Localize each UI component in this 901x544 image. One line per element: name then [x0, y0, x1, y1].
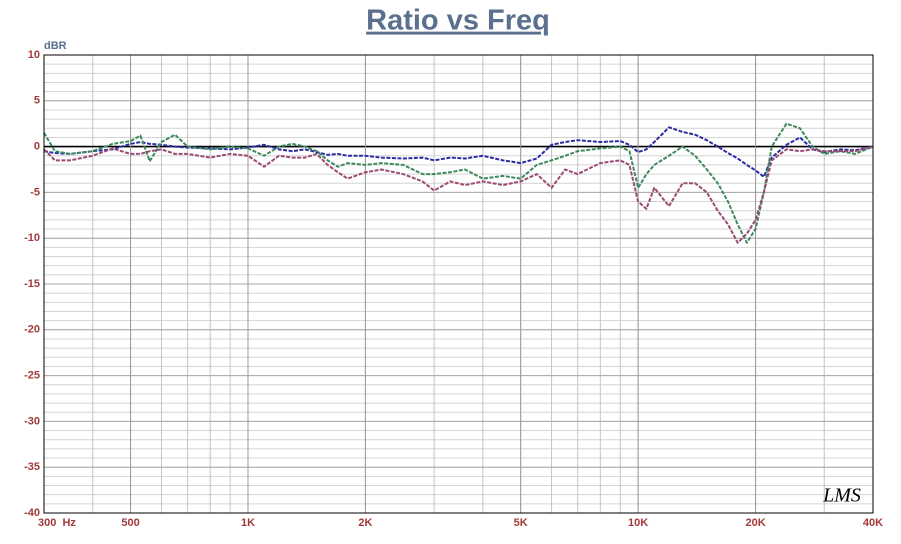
x-tick-label: 1K: [241, 517, 255, 529]
labels: -40 -35 -30 -25 -20 -15 -10 -5 0 5 10 300 Hz 500 1K 2K…: [24, 49, 883, 529]
x-tick-label: 2K: [358, 517, 372, 529]
plot-frame: [43, 54, 874, 514]
series-line: [43, 145, 874, 244]
y-tick-label: -35: [24, 461, 40, 473]
x-tick-label: 10K: [628, 517, 648, 529]
series-line: [43, 122, 874, 244]
y-tick-label: -20: [24, 324, 40, 336]
lines: [43, 122, 874, 244]
y-tick-label: 0: [34, 141, 40, 153]
y-tick-label: 10: [28, 49, 40, 61]
series-line: [43, 126, 874, 178]
y-tick-label: -30: [24, 415, 40, 427]
x-tick-label: 20K: [745, 517, 765, 529]
y-unit-label: dBR: [44, 40, 67, 52]
chart-title: Ratio vs Freq: [366, 5, 550, 37]
x-tick-label: 500: [121, 517, 139, 529]
x-tick-label: 5K: [514, 517, 528, 529]
y-tick-label: -25: [24, 370, 40, 382]
y-tick-label: -15: [24, 278, 40, 290]
y-tick-label: -40: [24, 507, 40, 519]
logo: LMS: [822, 485, 861, 507]
y-tick-label: 5: [34, 95, 40, 107]
x-tick-label: 40K: [863, 517, 883, 529]
y-tick-label: -10: [24, 232, 40, 244]
grid: [43, 54, 874, 514]
x-tick-label: 300 Hz: [38, 517, 76, 529]
y-tick-label: -5: [30, 186, 40, 198]
